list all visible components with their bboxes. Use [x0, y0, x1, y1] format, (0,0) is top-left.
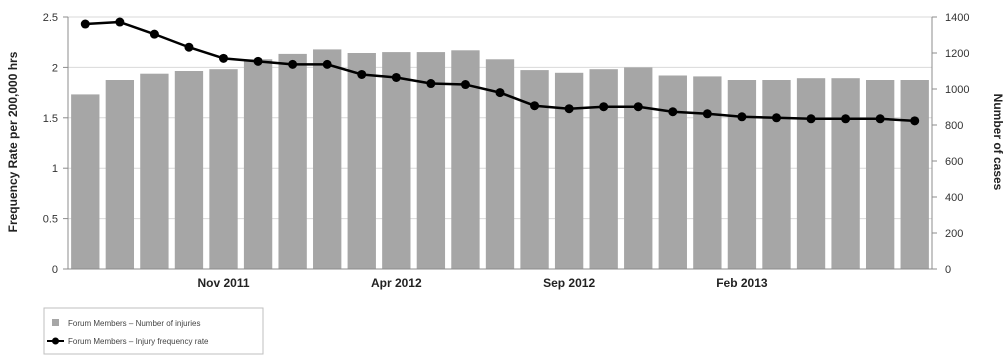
line-point: [530, 101, 540, 111]
x-tick-label: Nov 2011: [197, 276, 249, 290]
bar: [174, 71, 204, 269]
line-point: [115, 17, 125, 27]
legend-box: [43, 307, 264, 355]
line-point: [391, 72, 401, 82]
y-left-tick-label: 1.5: [43, 113, 58, 125]
bar: [727, 80, 757, 269]
line-point: [288, 59, 298, 69]
y-right-tick-label: 600: [945, 156, 963, 168]
line-point: [219, 53, 229, 63]
legend-line-label: Forum Members – Injury frequency rate: [68, 337, 209, 346]
line-point: [460, 80, 470, 90]
bar: [796, 78, 826, 269]
y-left-tick-label: 1: [52, 163, 58, 175]
bar: [693, 76, 722, 270]
y-right-tick-label: 800: [945, 120, 963, 132]
line-point: [633, 102, 643, 112]
y-axis-left-title: Frequency Rate per 200,000 hrs: [6, 51, 20, 232]
bar: [209, 69, 238, 269]
bar: [658, 75, 687, 269]
y-right-tick-label: 1000: [945, 84, 969, 96]
legend-line-marker: [52, 337, 59, 345]
bar: [105, 80, 135, 269]
bar-series-number-of-injuries: [71, 49, 929, 270]
y-left-tick-label: 2: [52, 62, 58, 74]
bar: [865, 80, 895, 269]
x-tick-label: Feb 2013: [716, 276, 768, 290]
x-tick-label: Apr 2012: [371, 276, 422, 290]
line-point: [426, 79, 436, 89]
bar: [347, 53, 376, 269]
legend-bar-label: Forum Members – Number of injuries: [68, 319, 200, 328]
bar: [554, 72, 584, 269]
line-point: [564, 104, 574, 114]
bar: [313, 49, 342, 270]
bar: [900, 80, 929, 269]
bar: [624, 67, 653, 270]
y-right-tick-label: 400: [945, 192, 963, 204]
line-point: [737, 112, 747, 122]
line-point: [841, 114, 851, 124]
line-point: [80, 19, 90, 29]
bar: [831, 78, 860, 269]
y-right-tick-label: 0: [945, 264, 951, 276]
line-point: [668, 107, 678, 117]
bar: [140, 73, 169, 269]
line-point: [495, 88, 505, 98]
legend: Forum Members – Number of injuries Forum…: [43, 307, 264, 355]
line-point: [702, 109, 712, 119]
line-point: [806, 114, 816, 124]
bar: [762, 80, 791, 269]
line-point: [771, 113, 781, 123]
bar: [416, 52, 446, 269]
line-point: [149, 29, 159, 39]
bar: [71, 94, 100, 270]
line-series-injury-frequency-rate: [80, 17, 920, 126]
legend-bar-swatch: [52, 319, 59, 326]
line-point: [184, 42, 194, 52]
line-point: [253, 56, 263, 66]
line-point: [875, 114, 885, 124]
y-left-tick-label: 0.5: [43, 214, 58, 226]
y-axis-right-title: Number of cases: [991, 94, 1005, 191]
line-point: [599, 102, 609, 112]
y-left-tick-label: 0: [52, 264, 58, 276]
axes: 0 0.5 1 1.5 2 2.5 0 200 400 600 800 1000 1200 1400 Nov…: [43, 12, 970, 290]
bar: [278, 53, 307, 270]
y-right-tick-label: 1200: [945, 48, 969, 60]
line-point: [910, 116, 920, 126]
line-point: [357, 69, 367, 79]
y-right-tick-label: 1400: [945, 12, 969, 24]
bar: [589, 69, 618, 269]
x-tick-label: Sep 2012: [543, 276, 595, 290]
line-point: [322, 59, 332, 69]
bar: [243, 59, 273, 269]
bar: [520, 70, 549, 269]
y-left-tick-label: 2.5: [43, 12, 58, 24]
bar: [382, 52, 411, 269]
y-right-tick-label: 200: [945, 228, 963, 240]
